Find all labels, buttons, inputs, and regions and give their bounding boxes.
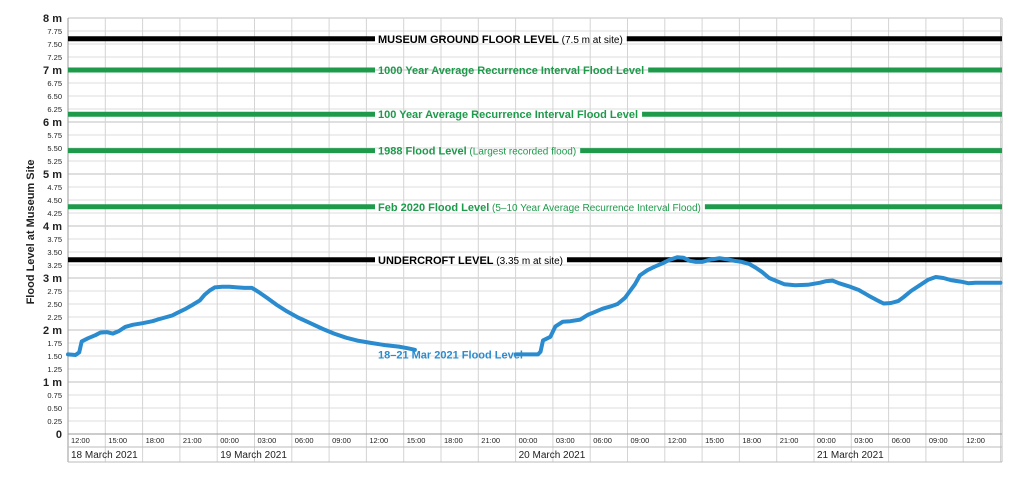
x-tick-label: 18:00 bbox=[444, 436, 463, 445]
y-tick-label-minor: 0.50 bbox=[47, 404, 62, 413]
reference-line-label-note: (3.35 m at site) bbox=[494, 256, 563, 267]
reference-line: MUSEUM GROUND FLOOR LEVEL (7.5 m at site… bbox=[68, 34, 1002, 46]
y-tick-label-minor: 7.75 bbox=[47, 27, 62, 36]
y-tick-label-minor: 4.50 bbox=[47, 196, 62, 205]
x-tick-label: 00:00 bbox=[220, 436, 239, 445]
x-tick-label: 21:00 bbox=[780, 436, 799, 445]
y-tick-label-major: 4 m bbox=[43, 221, 62, 233]
y-tick-label-minor: 6.75 bbox=[47, 79, 62, 88]
reference-line: Feb 2020 Flood Level (5–10 Year Average … bbox=[68, 202, 1002, 214]
reference-lines: MUSEUM GROUND FLOOR LEVEL (7.5 m at site… bbox=[68, 34, 1002, 267]
y-axis-label: Flood Level at Museum Site bbox=[25, 160, 37, 305]
y-tick-label-major: 5 m bbox=[43, 169, 62, 181]
y-tick-label-major: 1 m bbox=[43, 377, 62, 389]
reference-line-label-bold: Feb 2020 Flood Level bbox=[378, 202, 489, 214]
y-tick-label-minor: 1.75 bbox=[47, 339, 62, 348]
x-date-label: 19 March 2021 bbox=[220, 450, 287, 461]
y-tick-label-minor: 5.25 bbox=[47, 157, 62, 166]
reference-line-label-bold: 1988 Flood Level bbox=[378, 146, 467, 158]
x-tick-label: 00:00 bbox=[519, 436, 538, 445]
reference-line-label: UNDERCROFT LEVEL (3.35 m at site) bbox=[378, 255, 563, 267]
reference-line: 100 Year Average Recurrence Interval Flo… bbox=[68, 109, 1002, 121]
y-tick-label-minor: 4.25 bbox=[47, 209, 62, 218]
x-tick-label: 09:00 bbox=[332, 436, 351, 445]
y-tick-label-minor: 4.75 bbox=[47, 183, 62, 192]
series-labels: 18–21 Mar 2021 Flood Level bbox=[378, 349, 523, 361]
y-tick-label-major: 0 bbox=[56, 429, 62, 441]
x-tick-label: 06:00 bbox=[593, 436, 612, 445]
reference-line-label-note: (5–10 Year Average Recurrence Interval F… bbox=[489, 203, 701, 214]
x-tick-label: 00:00 bbox=[817, 436, 836, 445]
y-tick-label-major: 6 m bbox=[43, 117, 62, 129]
y-tick-label-minor: 5.75 bbox=[47, 131, 62, 140]
y-axis: 0 1 m 2 m 3 m 4 m 5 m 6 m 7 m 8 m 0.25 0.50 0.75 1.2… bbox=[43, 13, 62, 441]
y-tick-label-minor: 1.25 bbox=[47, 365, 62, 374]
reference-line-label: 100 Year Average Recurrence Interval Flo… bbox=[378, 109, 638, 121]
series-label: 18–21 Mar 2021 Flood Level bbox=[378, 349, 523, 361]
y-tick-label-major: 7 m bbox=[43, 65, 62, 77]
series-layer bbox=[66, 255, 1003, 357]
reference-line: UNDERCROFT LEVEL (3.35 m at site) bbox=[68, 255, 1002, 267]
reference-line-label-bold: 100 Year Average Recurrence Interval Flo… bbox=[378, 109, 638, 121]
y-tick-label-minor: 3.25 bbox=[47, 261, 62, 270]
reference-line: 1000 Year Average Recurrence Interval Fl… bbox=[68, 65, 1002, 77]
y-tick-label-minor: 3.50 bbox=[47, 248, 62, 257]
x-tick-label: 06:00 bbox=[295, 436, 314, 445]
x-tick-label: 15:00 bbox=[407, 436, 426, 445]
x-axis: 12:00 15:00 18:00 21:00 00:00 03:00 06:00 09:00… bbox=[71, 436, 985, 461]
x-tick-label: 15:00 bbox=[108, 436, 127, 445]
y-tick-label-major: 8 m bbox=[43, 13, 62, 25]
y-tick-label-minor: 2.25 bbox=[47, 313, 62, 322]
x-tick-label: 03:00 bbox=[556, 436, 575, 445]
y-tick-label-minor: 6.25 bbox=[47, 105, 62, 114]
y-tick-label-minor: 7.50 bbox=[47, 40, 62, 49]
y-tick-label-minor: 0.25 bbox=[47, 417, 62, 426]
y-tick-label-minor: 0.75 bbox=[47, 391, 62, 400]
series-line-flood-level bbox=[66, 284, 417, 357]
reference-line-label-note: (7.5 m at site) bbox=[559, 35, 623, 46]
reference-line: 1988 Flood Level (Largest recorded flood… bbox=[68, 146, 1002, 158]
x-date-label: 21 March 2021 bbox=[817, 450, 884, 461]
y-tick-label-major: 3 m bbox=[43, 273, 62, 285]
x-tick-label: 03:00 bbox=[854, 436, 873, 445]
reference-line-label: MUSEUM GROUND FLOOR LEVEL (7.5 m at site… bbox=[378, 34, 623, 46]
x-tick-label: 12:00 bbox=[71, 436, 90, 445]
x-tick-label: 21:00 bbox=[481, 436, 500, 445]
reference-line-label-bold: 1000 Year Average Recurrence Interval Fl… bbox=[378, 65, 644, 77]
reference-line-label: 1988 Flood Level (Largest recorded flood… bbox=[378, 146, 576, 158]
reference-line-label-bold: UNDERCROFT LEVEL bbox=[378, 255, 494, 267]
y-tick-label-minor: 5.50 bbox=[47, 144, 62, 153]
x-date-label: 20 March 2021 bbox=[519, 450, 586, 461]
y-tick-label-minor: 1.50 bbox=[47, 352, 62, 361]
x-tick-label: 12:00 bbox=[369, 436, 388, 445]
x-tick-label: 09:00 bbox=[929, 436, 948, 445]
chart-grid bbox=[67, 17, 1003, 463]
x-tick-label: 03:00 bbox=[258, 436, 277, 445]
y-tick-label-minor: 6.50 bbox=[47, 92, 62, 101]
x-tick-label: 09:00 bbox=[631, 436, 650, 445]
reference-line-label: Feb 2020 Flood Level (5–10 Year Average … bbox=[378, 202, 701, 214]
y-tick-label-minor: 7.25 bbox=[47, 53, 62, 62]
x-tick-label: 18:00 bbox=[146, 436, 165, 445]
x-tick-label: 06:00 bbox=[892, 436, 911, 445]
x-tick-label: 12:00 bbox=[966, 436, 985, 445]
x-tick-label: 21:00 bbox=[183, 436, 202, 445]
x-date-label: 18 March 2021 bbox=[71, 450, 138, 461]
y-tick-label-minor: 2.50 bbox=[47, 300, 62, 309]
y-tick-label-minor: 3.75 bbox=[47, 235, 62, 244]
x-tick-label: 18:00 bbox=[742, 436, 761, 445]
reference-line-label-bold: MUSEUM GROUND FLOOR LEVEL bbox=[378, 34, 559, 46]
series-line-flood-level bbox=[513, 255, 1003, 357]
y-tick-label-major: 2 m bbox=[43, 325, 62, 337]
x-tick-label: 15:00 bbox=[705, 436, 724, 445]
y-tick-label-minor: 2.75 bbox=[47, 287, 62, 296]
reference-line-label-note: (Largest recorded flood) bbox=[467, 147, 577, 158]
reference-line-label: 1000 Year Average Recurrence Interval Fl… bbox=[378, 65, 644, 77]
x-tick-label: 12:00 bbox=[668, 436, 687, 445]
